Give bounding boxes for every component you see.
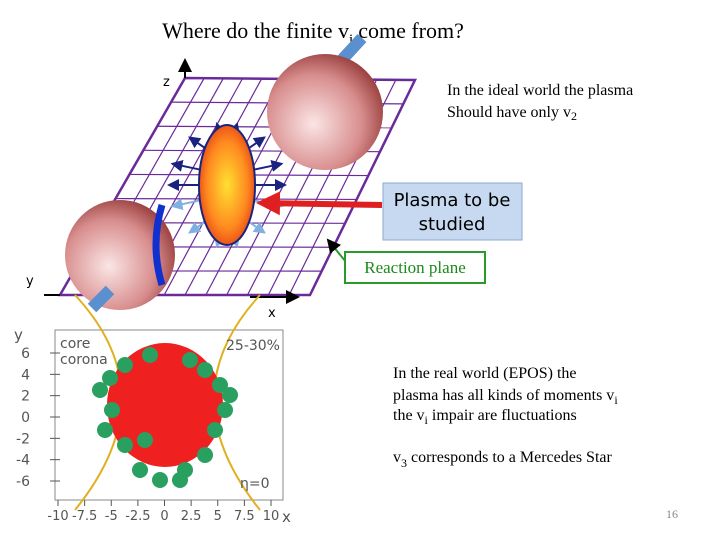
legend: corona [60,352,108,368]
nucleus [65,200,175,310]
eta: η=0 [240,476,270,492]
pointer [326,238,347,263]
subscript: i [425,413,429,427]
epos-figure: core corona 25-30% η=0 y x [14,294,291,526]
x-tick-label: 5 [214,509,222,524]
fig-x-label: x [282,508,291,526]
dot [132,462,148,478]
title-rest: come from? [358,18,464,43]
x-tick-label: -10 [47,509,68,524]
text-line: v3 corresponds to a Mercedes Star [393,449,612,470]
page-number: 16 [666,507,678,521]
x-tick-label: -5 [105,509,118,524]
text-line: In the real world (EPOS) the [393,365,577,382]
callout-arrow [256,191,383,216]
dot [92,382,108,398]
x-tick-label: 2.5 [181,509,202,524]
dot [117,437,133,453]
beam-arrow [87,285,115,313]
callout-text: Plasma to be [394,190,511,211]
dot [197,362,213,378]
y-tick-label: -4 [16,453,30,469]
y-tick-label: -6 [16,474,30,490]
reaction-plane-label: Reaction plane [364,258,466,277]
title: Where do the finite vi come from? [162,18,464,48]
x-label: x [268,306,276,321]
dot [97,422,113,438]
text: v [393,449,401,466]
dot [197,447,213,463]
dot [104,402,120,418]
corona-dots [92,347,238,488]
subscript: 3 [401,456,407,470]
callout-box [382,182,523,241]
dot [217,402,233,418]
x-tick-label: -7.5 [72,509,97,524]
dot [182,352,198,368]
text: the v [393,407,425,424]
x-tick-label: 0 [160,509,168,524]
y-tick-label: -2 [16,431,30,447]
text-line: Should have only v2 [447,104,577,123]
dot [152,472,168,488]
y-tick-label: 2 [21,389,30,405]
centrality: 25-30% [226,338,280,354]
dot [172,472,188,488]
text-line: the vi impair are fluctuations [393,407,577,427]
label-box [344,251,486,284]
dot [142,347,158,363]
y-label: y [26,274,34,289]
subscript: 2 [571,109,577,123]
legend: core [60,336,90,352]
subscript: i [614,393,618,407]
dot [137,432,153,448]
text-line: In the ideal world the plasma [447,82,633,99]
z-label: z [163,75,170,90]
dot [207,422,223,438]
y-tick-label: 0 [21,410,30,426]
plasma [198,124,256,246]
figure-ticks: 6 4 2 0 -2 -4 -6 -10 -7.5 -5 -2.5 0 2.5 5 7.5 10 [16,346,279,524]
callout-text: studied [419,214,486,235]
core-blob [107,343,223,467]
dot [212,377,228,393]
nucleus-edge [152,203,166,287]
x-tick-label: 10 [263,509,280,524]
text-line: plasma has all kinds of moments vi [393,387,618,407]
x-tick-label: 7.5 [234,509,255,524]
y-tick-label: 4 [21,367,30,383]
title-sub: i [349,32,353,48]
title-text: Where do the finite v [162,18,349,43]
dot [222,387,238,403]
text: corresponds to a Mercedes Star [407,449,612,466]
dot [102,370,118,386]
nucleus [267,54,383,170]
text: Should have only v [447,104,571,121]
text: plasma has all kinds of moments v [393,387,614,404]
y-tick-label: 6 [21,346,30,362]
fig-y-label: y [14,326,23,344]
text: impair are fluctuations [428,407,577,424]
x-tick-label: -2.5 [125,509,150,524]
dot [117,357,133,373]
